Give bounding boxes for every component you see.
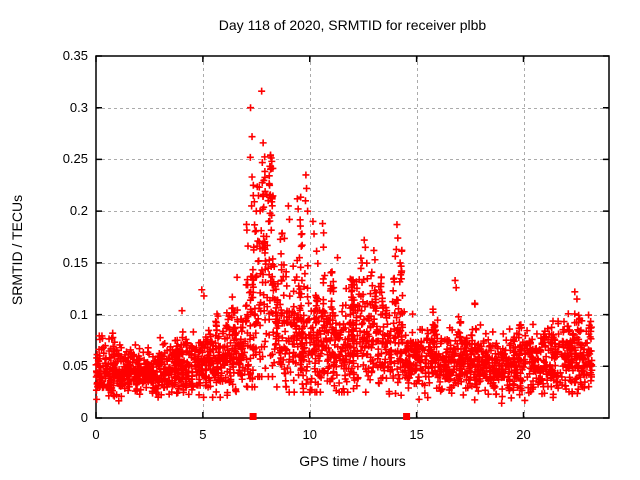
y-tick-label: 0.25: [62, 151, 88, 167]
y-tick-label: 0.2: [69, 203, 88, 219]
y-tick-label: 0.1: [69, 306, 88, 322]
y-tick-label: 0.3: [69, 99, 88, 115]
x-tick-label: 0: [92, 427, 100, 442]
chart-title: Day 118 of 2020, SRMTID for receiver plb…: [218, 17, 487, 33]
y-tick-label: 0: [80, 410, 88, 425]
y-tick-label: 0.05: [62, 358, 88, 374]
x-axis-label: GPS time / hours: [299, 453, 406, 469]
y-tick-label: 0.15: [62, 254, 88, 270]
x-tick-label: 10: [302, 427, 317, 442]
x-tick-label: 15: [409, 427, 424, 442]
y-tick-label: 0.35: [62, 48, 88, 63]
x-tick-label: 20: [516, 427, 531, 442]
x-tick-label: 5: [199, 427, 207, 442]
